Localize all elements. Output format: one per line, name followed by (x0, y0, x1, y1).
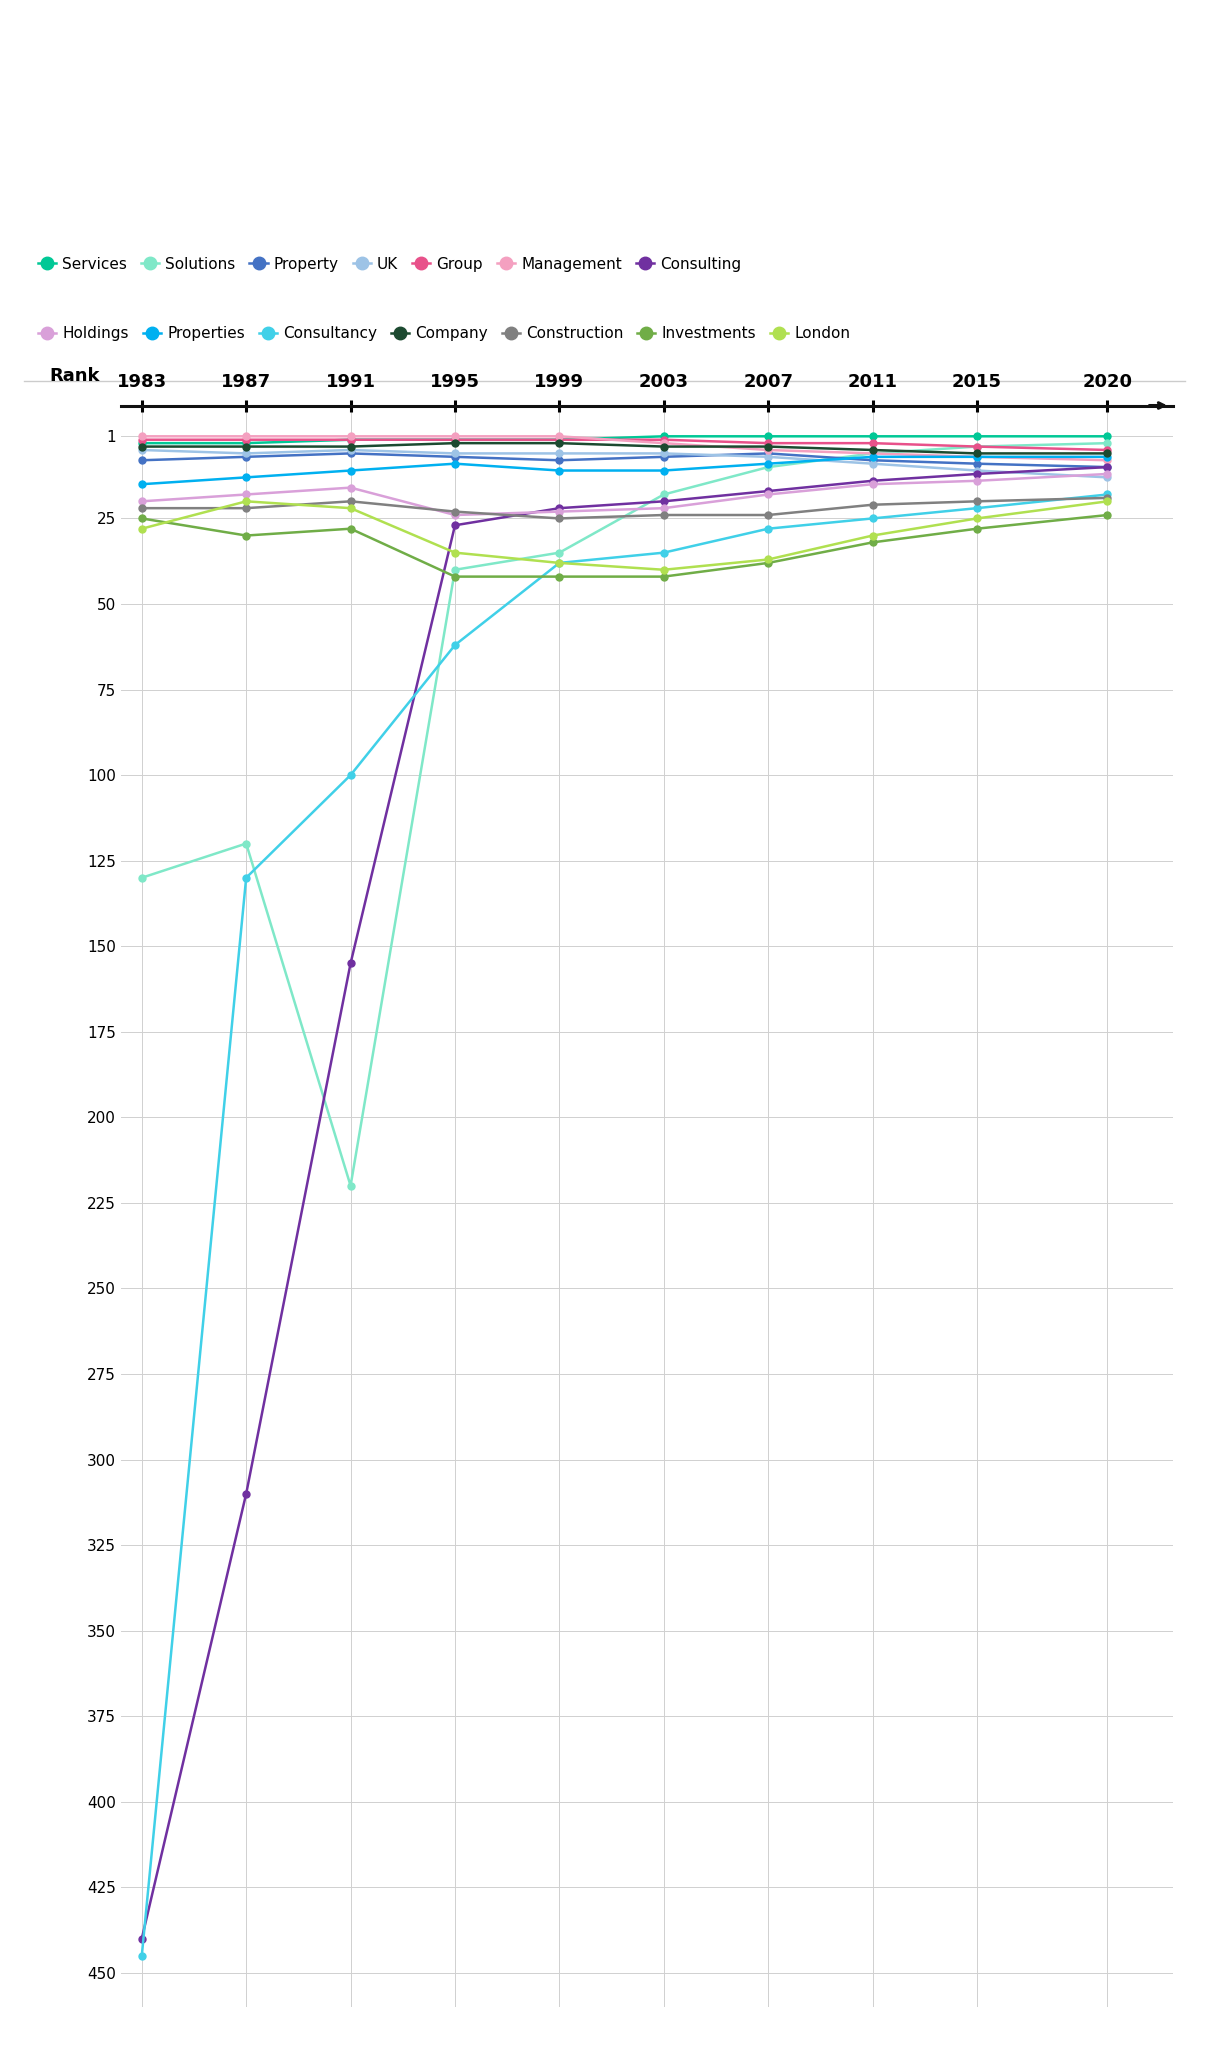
Text: Rank: Rank (50, 367, 100, 385)
Text: Most Popular Words in Live Company Names: Most Popular Words in Live Company Names (48, 63, 993, 100)
Text: by Rank (1983-2020): by Rank (1983-2020) (48, 166, 490, 201)
Legend: Holdings, Properties, Consultancy, Company, Construction, Investments, London: Holdings, Properties, Consultancy, Compa… (31, 319, 856, 348)
